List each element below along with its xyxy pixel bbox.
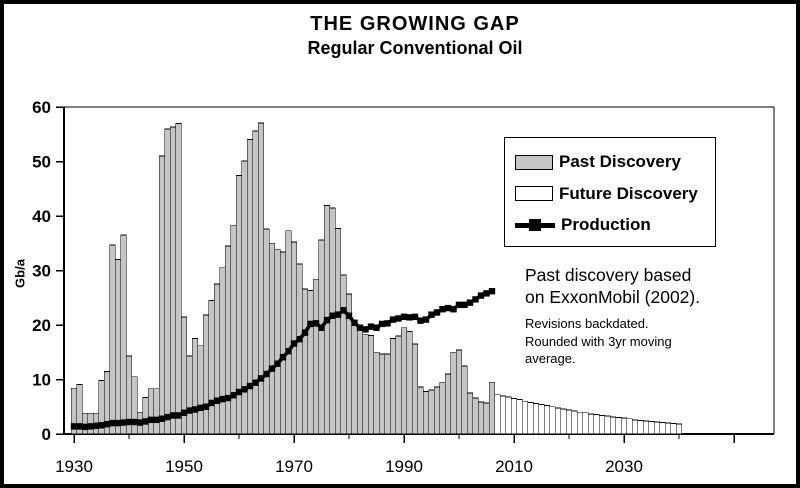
svg-text:30: 30 (32, 262, 51, 281)
legend-item-past-discovery: Past Discovery (515, 147, 705, 177)
svg-text:10: 10 (32, 371, 51, 390)
legend-item-production: Production (515, 210, 705, 240)
svg-text:60: 60 (32, 98, 51, 117)
annotation-note-line: Revisions backdated. (525, 316, 649, 331)
chart-subtitle: Regular Conventional Oil (307, 38, 523, 58)
svg-text:20: 20 (32, 316, 51, 335)
annotation-note-line: average. (525, 351, 576, 366)
svg-text:0: 0 (42, 425, 51, 444)
legend-label: Future Discovery (559, 183, 698, 203)
svg-text:1930: 1930 (55, 457, 93, 476)
production-line-swatch-icon (515, 218, 555, 231)
legend-item-future-discovery: Future Discovery (515, 179, 705, 209)
svg-text:1950: 1950 (165, 457, 203, 476)
svg-text:2010: 2010 (495, 457, 533, 476)
annotation-line: on ExxonMobil (2002). (525, 287, 701, 307)
chart-annotation: Past discovery based on ExxonMobil (2002… (525, 264, 765, 368)
svg-text:1990: 1990 (385, 457, 423, 476)
annotation-note-line: Rounded with 3yr moving (525, 333, 672, 349)
svg-text:50: 50 (32, 153, 51, 172)
future-discovery-swatch-icon (515, 186, 553, 201)
svg-text:40: 40 (32, 207, 51, 226)
svg-text:2030: 2030 (605, 457, 643, 476)
legend-label: Production (561, 215, 651, 234)
chart-title-block: THE GROWING GAP Regular Conventional Oil (64, 12, 766, 60)
legend-label: Past Discovery (559, 152, 681, 171)
chart-title: THE GROWING GAP (310, 13, 520, 35)
past-discovery-swatch-icon (515, 154, 553, 170)
chart-legend: Past Discovery Future Discovery Producti… (504, 137, 716, 247)
annotation-line: Past discovery based (525, 265, 692, 285)
svg-text:1970: 1970 (275, 457, 313, 476)
y-axis-label: Gb/a (12, 259, 28, 288)
